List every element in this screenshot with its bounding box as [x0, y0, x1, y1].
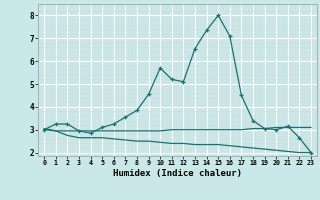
X-axis label: Humidex (Indice chaleur): Humidex (Indice chaleur) — [113, 169, 242, 178]
